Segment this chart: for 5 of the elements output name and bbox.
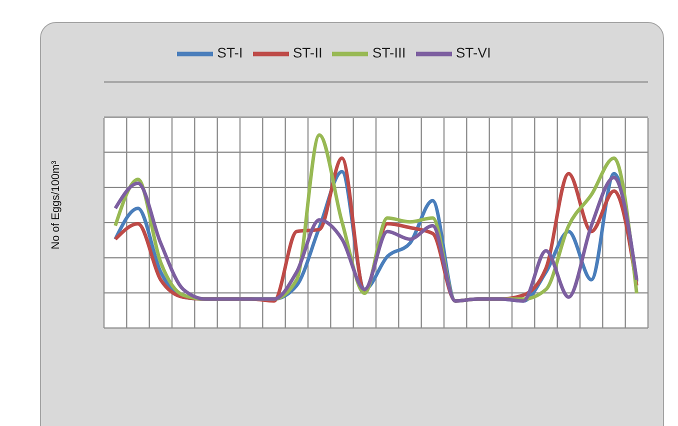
- legend-label: ST-III: [372, 44, 406, 61]
- y-axis-title: No of Eggs/100m³: [50, 160, 62, 250]
- legend-label: ST-VI: [456, 44, 491, 61]
- legend-label: ST-I: [217, 44, 243, 61]
- legend-label: ST-II: [292, 44, 322, 61]
